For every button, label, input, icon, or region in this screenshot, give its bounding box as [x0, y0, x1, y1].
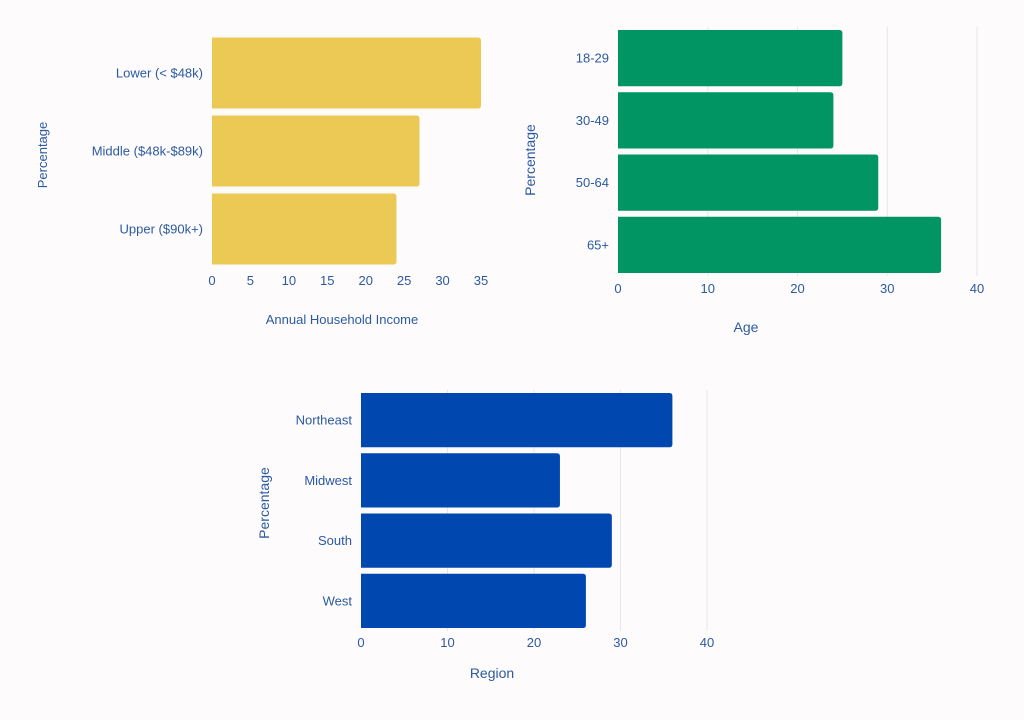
- y-axis-label: Percentage: [522, 124, 538, 196]
- bar: [618, 30, 843, 87]
- x-tick-label: 30: [880, 281, 894, 296]
- x-tick-label: 30: [435, 273, 449, 288]
- category-label: 65+: [587, 237, 609, 252]
- x-tick-label: 10: [282, 273, 296, 288]
- bar: [361, 513, 612, 568]
- x-tick-label: 40: [970, 281, 984, 296]
- bar: [212, 37, 481, 109]
- x-tick-label: 25: [397, 273, 411, 288]
- bar: [618, 92, 834, 149]
- y-axis-label: Percentage: [35, 122, 50, 189]
- x-tick-label: 10: [701, 281, 715, 296]
- category-label: Upper ($90k+): [120, 222, 203, 237]
- bar: [212, 115, 420, 187]
- x-tick-label: 0: [614, 281, 621, 296]
- bar: [361, 453, 560, 508]
- category-label: West: [323, 593, 353, 608]
- y-axis-label: Percentage: [256, 467, 272, 539]
- bar: [618, 154, 879, 211]
- x-tick-label: 10: [440, 635, 454, 650]
- x-tick-label: 20: [527, 635, 541, 650]
- category-label: Northeast: [296, 413, 353, 428]
- category-label: 50-64: [576, 175, 609, 190]
- bar: [212, 193, 397, 265]
- chart-1: Lower (< $48k) Middle ($48k-$89k) Upper ($…: [35, 37, 488, 327]
- category-label: Midwest: [304, 473, 352, 488]
- x-tick-label: 40: [700, 635, 714, 650]
- bar: [361, 393, 673, 448]
- x-tick-label: 30: [613, 635, 627, 650]
- bar: [618, 216, 942, 273]
- category-label: 18-29: [576, 51, 609, 66]
- x-tick-label: 5: [247, 273, 254, 288]
- x-tick-label: 35: [474, 273, 488, 288]
- x-tick-label: 0: [208, 273, 215, 288]
- category-label: Middle ($48k-$89k): [92, 144, 203, 159]
- chart-2: 18-29 30-49 50-64 65+ 0 10 20 30 40 Age Percentage: [522, 27, 984, 335]
- x-axis-label: Annual Household Income: [266, 312, 419, 327]
- chart-3: Northeast Midwest South West 0 10 20 30 40 Region…: [256, 390, 714, 681]
- x-axis-label: Region: [470, 665, 514, 681]
- x-tick-label: 20: [358, 273, 372, 288]
- category-label: 30-49: [576, 113, 609, 128]
- x-tick-label: 0: [357, 635, 364, 650]
- category-label: South: [318, 533, 352, 548]
- x-tick-label: 20: [790, 281, 804, 296]
- x-axis-label: Age: [734, 319, 759, 335]
- bar: [361, 573, 586, 628]
- x-tick-label: 15: [320, 273, 334, 288]
- category-label: Lower (< $48k): [116, 66, 203, 81]
